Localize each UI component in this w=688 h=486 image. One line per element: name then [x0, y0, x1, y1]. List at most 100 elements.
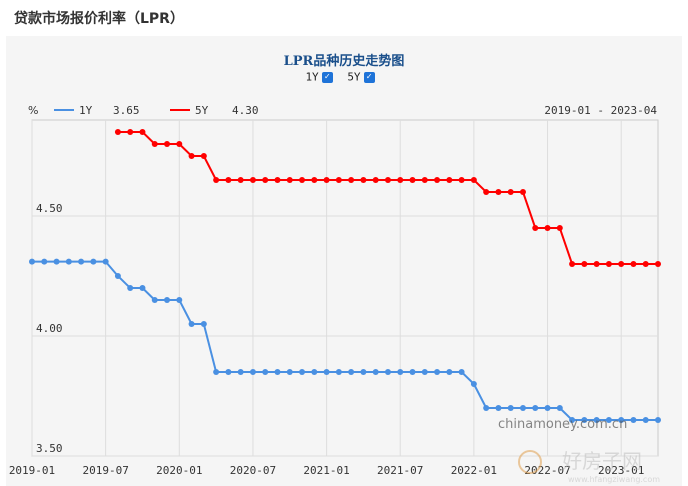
data-point-1y[interactable] [630, 417, 637, 423]
data-point-1y[interactable] [127, 285, 134, 291]
data-point-5y[interactable] [188, 153, 195, 159]
data-point-5y[interactable] [335, 177, 342, 183]
legend-1y-name: 1Y [79, 104, 93, 117]
data-point-5y[interactable] [237, 177, 244, 183]
data-point-5y[interactable] [397, 177, 404, 183]
data-point-1y[interactable] [53, 258, 60, 265]
data-point-5y[interactable] [286, 177, 293, 183]
data-point-1y[interactable] [274, 369, 281, 375]
data-point-1y[interactable] [483, 405, 490, 411]
data-point-5y[interactable] [655, 261, 661, 267]
data-point-1y[interactable] [495, 405, 502, 411]
data-point-1y[interactable] [446, 369, 453, 375]
data-point-5y[interactable] [470, 177, 477, 183]
data-point-5y[interactable] [495, 189, 502, 195]
data-point-1y[interactable] [200, 321, 207, 327]
toggle-1y-checkbox[interactable]: ✓ [321, 71, 333, 83]
data-point-5y[interactable] [519, 189, 526, 195]
data-point-5y[interactable] [446, 177, 453, 183]
data-point-5y[interactable] [532, 225, 539, 231]
data-point-1y[interactable] [507, 405, 514, 411]
data-point-5y[interactable] [569, 261, 576, 267]
data-point-1y[interactable] [286, 369, 293, 375]
data-point-1y[interactable] [65, 258, 72, 265]
data-point-1y[interactable] [372, 369, 379, 375]
data-point-1y[interactable] [29, 258, 35, 265]
data-point-1y[interactable] [311, 369, 318, 375]
data-point-1y[interactable] [335, 369, 342, 375]
data-point-1y[interactable] [519, 405, 526, 411]
data-point-1y[interactable] [593, 417, 600, 423]
data-point-1y[interactable] [458, 369, 465, 375]
data-point-1y[interactable] [655, 417, 661, 423]
data-point-1y[interactable] [348, 369, 355, 375]
data-point-5y[interactable] [311, 177, 318, 183]
toggle-5y-checkbox[interactable]: ✓ [363, 71, 375, 83]
data-point-1y[interactable] [90, 258, 97, 265]
data-point-5y[interactable] [225, 177, 232, 183]
data-point-5y[interactable] [323, 177, 330, 183]
data-point-1y[interactable] [323, 369, 330, 375]
data-point-1y[interactable] [642, 417, 649, 423]
data-point-5y[interactable] [618, 261, 625, 267]
data-point-5y[interactable] [127, 129, 134, 135]
data-point-1y[interactable] [249, 369, 256, 375]
data-point-1y[interactable] [556, 405, 563, 411]
data-point-1y[interactable] [397, 369, 404, 375]
data-point-5y[interactable] [200, 153, 207, 159]
data-point-1y[interactable] [114, 273, 121, 279]
data-point-1y[interactable] [569, 417, 576, 423]
data-point-5y[interactable] [483, 189, 490, 195]
data-point-5y[interactable] [274, 177, 281, 183]
data-point-5y[interactable] [360, 177, 367, 183]
data-point-5y[interactable] [299, 177, 306, 183]
data-point-1y[interactable] [532, 405, 539, 411]
data-point-5y[interactable] [372, 177, 379, 183]
data-point-5y[interactable] [114, 129, 121, 135]
data-point-5y[interactable] [581, 261, 588, 267]
data-point-1y[interactable] [225, 369, 232, 375]
data-point-1y[interactable] [237, 369, 244, 375]
data-point-1y[interactable] [409, 369, 416, 375]
data-point-5y[interactable] [176, 141, 183, 147]
data-point-5y[interactable] [556, 225, 563, 231]
data-point-1y[interactable] [605, 417, 612, 423]
data-point-5y[interactable] [409, 177, 416, 183]
data-point-5y[interactable] [593, 261, 600, 267]
data-point-1y[interactable] [102, 258, 109, 265]
data-point-1y[interactable] [299, 369, 306, 375]
data-point-5y[interactable] [421, 177, 428, 183]
data-point-5y[interactable] [605, 261, 612, 267]
data-point-5y[interactable] [507, 189, 514, 195]
data-point-1y[interactable] [213, 369, 220, 375]
data-point-5y[interactable] [434, 177, 441, 183]
data-point-5y[interactable] [458, 177, 465, 183]
data-point-5y[interactable] [139, 129, 146, 135]
data-point-5y[interactable] [384, 177, 391, 183]
data-point-1y[interactable] [164, 297, 171, 303]
data-point-5y[interactable] [164, 141, 171, 147]
data-point-1y[interactable] [581, 417, 588, 423]
data-point-5y[interactable] [262, 177, 269, 183]
data-point-1y[interactable] [41, 258, 48, 265]
data-point-5y[interactable] [642, 261, 649, 267]
data-point-1y[interactable] [544, 405, 551, 411]
data-point-5y[interactable] [630, 261, 637, 267]
data-point-1y[interactable] [176, 297, 183, 303]
data-point-1y[interactable] [421, 369, 428, 375]
data-point-1y[interactable] [78, 258, 85, 265]
data-point-1y[interactable] [139, 285, 146, 291]
data-point-1y[interactable] [151, 297, 158, 303]
data-point-1y[interactable] [434, 369, 441, 375]
data-point-5y[interactable] [348, 177, 355, 183]
data-point-1y[interactable] [360, 369, 367, 375]
data-point-5y[interactable] [249, 177, 256, 183]
data-point-1y[interactable] [188, 321, 195, 327]
data-point-5y[interactable] [544, 225, 551, 231]
data-point-1y[interactable] [384, 369, 391, 375]
data-point-5y[interactable] [151, 141, 158, 147]
data-point-1y[interactable] [470, 381, 477, 387]
data-point-5y[interactable] [213, 177, 220, 183]
data-point-1y[interactable] [262, 369, 269, 375]
data-point-1y[interactable] [618, 417, 625, 423]
